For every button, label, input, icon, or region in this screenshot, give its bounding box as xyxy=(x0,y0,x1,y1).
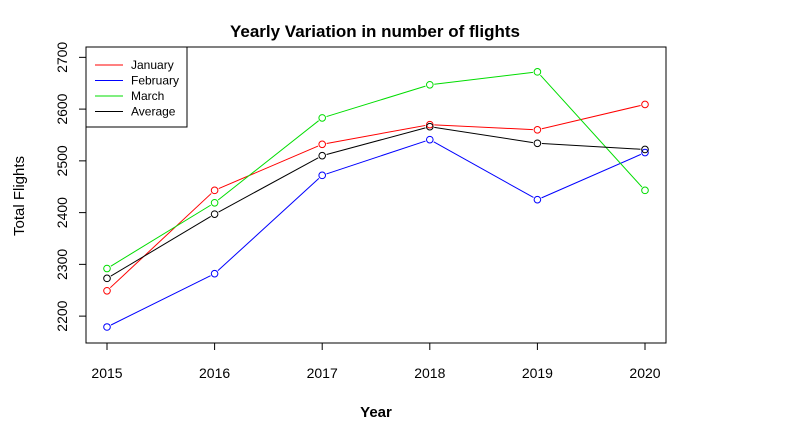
data-point xyxy=(103,323,111,331)
y-tick-label: 2500 xyxy=(54,145,70,176)
y-tick-label: 2400 xyxy=(54,197,70,228)
data-point xyxy=(533,126,542,134)
series-segment xyxy=(110,275,211,326)
series-segment xyxy=(326,127,426,155)
x-tick-label: 2015 xyxy=(91,365,122,381)
data-point xyxy=(210,198,219,207)
y-tick-label: 2200 xyxy=(54,300,70,331)
data-point xyxy=(318,171,327,180)
series-february xyxy=(103,135,649,331)
x-axis-label: Year xyxy=(360,404,392,421)
series-segment xyxy=(217,178,320,272)
y-axis: 2200 2300 2400 2500 2600 2700 xyxy=(54,42,87,332)
series-segment xyxy=(109,193,212,289)
data-point xyxy=(426,80,434,89)
series-segment xyxy=(541,104,641,130)
x-tick-label: 2016 xyxy=(199,365,230,381)
x-tick-label: 2018 xyxy=(414,365,445,381)
series-january xyxy=(103,100,649,295)
series-segment xyxy=(217,120,319,201)
data-point xyxy=(210,210,219,218)
data-point xyxy=(641,148,649,157)
series-segment xyxy=(540,74,643,188)
legend-entry: March xyxy=(131,89,164,103)
data-point xyxy=(641,100,649,109)
series-segment xyxy=(218,157,319,213)
series-segment xyxy=(326,124,426,144)
series-segment xyxy=(218,145,319,190)
series-segment xyxy=(541,143,641,150)
series-segment xyxy=(326,85,426,118)
series-segment xyxy=(326,140,426,175)
data-point xyxy=(533,195,542,204)
legend-entry: January xyxy=(131,58,174,72)
data-point xyxy=(103,274,111,283)
data-point xyxy=(426,135,434,144)
legend-entry: February xyxy=(131,74,179,88)
data-point xyxy=(533,68,542,76)
data-point xyxy=(210,186,219,195)
series-segment xyxy=(110,216,211,277)
data-point xyxy=(103,264,111,273)
series-segment xyxy=(541,153,642,199)
series-march xyxy=(103,68,649,273)
x-axis: 2015 2016 2017 2018 2019 2020 xyxy=(91,342,661,381)
y-tick-label: 2600 xyxy=(54,93,70,124)
y-axis-label: Total Flights xyxy=(11,156,28,236)
x-tick-label: 2019 xyxy=(522,365,553,381)
x-tick-label: 2020 xyxy=(629,365,660,381)
series-average xyxy=(103,122,649,283)
series-segment xyxy=(433,141,534,198)
series-segment xyxy=(434,71,533,85)
y-tick-label: 2700 xyxy=(54,42,70,73)
data-point xyxy=(641,145,649,154)
data-point xyxy=(103,286,111,295)
data-point xyxy=(210,269,219,278)
series-segment xyxy=(434,124,533,131)
legend-box xyxy=(85,46,188,128)
series-segment xyxy=(434,126,534,144)
series-segment xyxy=(110,204,212,267)
series-layer xyxy=(103,68,649,331)
legend-entry: Average xyxy=(131,105,176,119)
data-point xyxy=(426,122,434,131)
data-point xyxy=(533,139,542,148)
data-point xyxy=(318,151,327,160)
data-point xyxy=(641,186,649,195)
data-point xyxy=(426,120,434,129)
y-tick-label: 2300 xyxy=(54,249,70,280)
x-tick-label: 2017 xyxy=(307,365,338,381)
data-point xyxy=(318,114,327,122)
data-point xyxy=(318,140,327,149)
chart-title: Yearly Variation in number of flights xyxy=(230,22,520,41)
